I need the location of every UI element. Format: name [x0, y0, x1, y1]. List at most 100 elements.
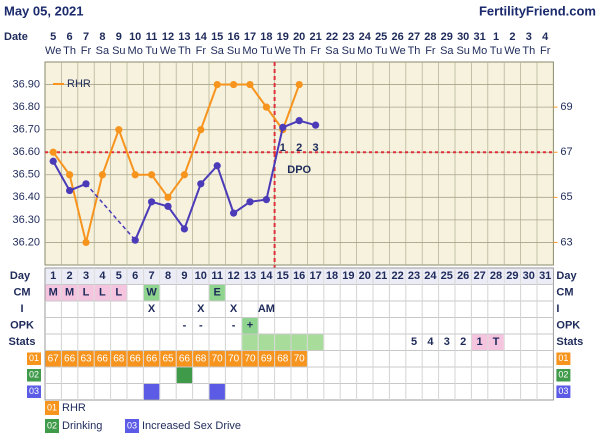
weekday-label: We: [275, 45, 291, 57]
code-label: 03: [558, 386, 568, 396]
custom-mark: [143, 384, 160, 400]
data-point: [66, 186, 74, 195]
row-label: CM: [556, 287, 573, 299]
weekday-label: Mo: [242, 45, 257, 57]
table-cell: [176, 351, 193, 367]
table-cell: [488, 334, 504, 350]
table-cell: [61, 285, 78, 301]
day-number: 20: [359, 270, 371, 282]
table-cell: [471, 334, 488, 350]
date-label: 10: [129, 31, 141, 43]
table-cell: [488, 268, 504, 284]
date-label: 5: [50, 31, 56, 43]
weekday-label: Mo: [357, 45, 372, 57]
cm-entry: L: [99, 287, 106, 299]
cm-entry: L: [115, 287, 122, 299]
table-cell: [160, 268, 176, 284]
table-cell: [61, 268, 78, 284]
day-number: 12: [227, 270, 239, 282]
stats-entry: 4: [427, 336, 434, 348]
cm-entry: M: [65, 287, 74, 299]
data-point: [98, 171, 106, 179]
date-label: 1: [493, 31, 499, 43]
table-cell: [357, 268, 373, 284]
date-label: 8: [99, 31, 105, 43]
legend-code: 02: [47, 420, 57, 430]
row-label: Stats: [556, 336, 583, 348]
table-cell: [193, 268, 209, 284]
day-number: 13: [244, 270, 256, 282]
table-cell: [45, 285, 61, 301]
data-point: [230, 209, 238, 217]
day-number: 22: [391, 270, 403, 282]
code-box: [27, 352, 41, 365]
table-cell: [225, 351, 242, 367]
data-point: [82, 238, 90, 247]
data-point: [295, 117, 303, 125]
rhr-entry: 68: [277, 353, 289, 364]
table-cell: [242, 334, 258, 350]
weekday-label: We: [45, 45, 61, 57]
row-label: Day: [10, 270, 31, 282]
code-label: 03: [29, 386, 39, 396]
day-number: 2: [67, 270, 73, 282]
intercourse-entry: AM: [258, 303, 275, 315]
stats-entry: 3: [444, 336, 450, 348]
code-label: 02: [558, 370, 568, 380]
data-point: [164, 202, 172, 210]
day-number: 5: [116, 270, 122, 282]
data-point: [230, 80, 238, 89]
date-label: 18: [260, 31, 272, 43]
table-cell: [275, 334, 291, 350]
date-label: 14: [195, 31, 208, 43]
table-cell: [291, 351, 307, 367]
weekday-label: Tu: [260, 45, 272, 57]
rhr-entry: 68: [113, 353, 125, 364]
data-point: [49, 157, 57, 165]
data-point: [246, 198, 254, 206]
data-point: [197, 180, 205, 188]
table-cell: [111, 351, 127, 367]
table-cell: [258, 351, 275, 367]
stats-entry: T: [493, 336, 500, 348]
y-tick-label: 36.80: [12, 101, 40, 113]
table-cell: [389, 268, 406, 284]
rhr-entry: 66: [146, 353, 158, 364]
day-number: 10: [195, 270, 207, 282]
day-number: 15: [277, 270, 289, 282]
date-label: 27: [408, 31, 420, 43]
day-number: 28: [490, 270, 502, 282]
day-number: 31: [539, 270, 551, 282]
table-cell: [307, 268, 324, 284]
date-label: 26: [391, 31, 403, 43]
weekday-label: Fr: [81, 45, 92, 57]
date-label: 12: [162, 31, 174, 43]
date-label: 31: [473, 31, 485, 43]
legend-box: [45, 419, 59, 433]
y2-tick-label: 67: [560, 146, 572, 158]
rhr-entry: 70: [212, 353, 224, 364]
table-cell: [127, 351, 143, 367]
rhr-entry: 70: [294, 353, 306, 364]
weekday-label: Th: [63, 45, 76, 57]
code-box: [556, 352, 571, 365]
rhr-entry: 66: [130, 353, 142, 364]
data-point: [49, 148, 57, 156]
weekday-label: Th: [293, 45, 306, 57]
custom-mark: [176, 367, 193, 383]
weekday-label: Sa: [96, 45, 110, 57]
table-cell: [111, 285, 127, 301]
day-number: 17: [309, 270, 321, 282]
data-point: [180, 171, 188, 179]
legend-label: RHR: [67, 78, 91, 90]
legend-name: Increased Sex Drive: [142, 420, 241, 432]
opk-entry: -: [199, 320, 203, 332]
weekday-label: Tu: [490, 45, 502, 57]
date-label: 6: [67, 31, 73, 43]
date-label: 11: [146, 31, 158, 43]
data-point: [66, 171, 74, 179]
weekday-label: Sa: [210, 45, 224, 57]
rhr-entry: 65: [162, 353, 174, 364]
date-label: 17: [244, 31, 256, 43]
day-number: 25: [441, 270, 453, 282]
